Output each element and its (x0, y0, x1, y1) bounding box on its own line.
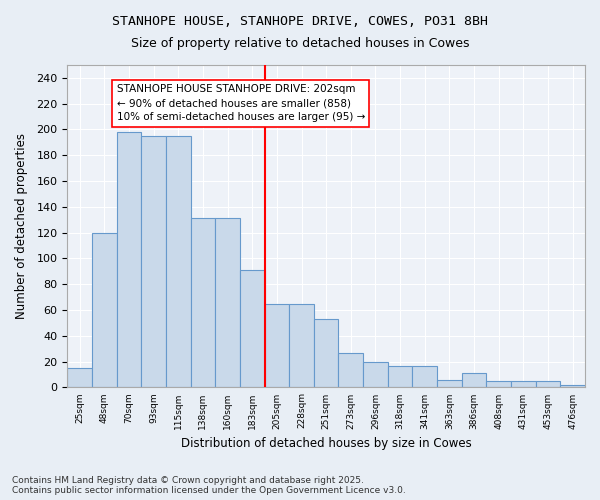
Bar (363, 362, 388, 388)
Text: Size of property relative to detached houses in Cowes: Size of property relative to detached ho… (131, 38, 469, 51)
X-axis label: Distribution of detached houses by size in Cowes: Distribution of detached houses by size … (181, 437, 472, 450)
Bar (67, 368, 92, 388)
Bar (437, 380, 462, 388)
Bar (388, 366, 412, 388)
Text: STANHOPE HOUSE STANHOPE DRIVE: 202sqm
← 90% of detached houses are smaller (858): STANHOPE HOUSE STANHOPE DRIVE: 202sqm ← … (116, 84, 365, 122)
Bar (487, 381, 511, 388)
Bar (116, 132, 141, 388)
Text: STANHOPE HOUSE, STANHOPE DRIVE, COWES, PO31 8BH: STANHOPE HOUSE, STANHOPE DRIVE, COWES, P… (112, 15, 488, 28)
Bar (338, 352, 363, 388)
Bar (92, 232, 116, 388)
Bar (412, 366, 437, 388)
Text: Contains HM Land Registry data © Crown copyright and database right 2025.
Contai: Contains HM Land Registry data © Crown c… (12, 476, 406, 495)
Bar (141, 136, 166, 388)
Bar (240, 270, 265, 388)
Y-axis label: Number of detached properties: Number of detached properties (15, 133, 28, 319)
Bar (215, 218, 240, 388)
Bar (191, 218, 215, 388)
Bar (511, 381, 536, 388)
Bar (462, 373, 487, 388)
Bar (166, 136, 191, 388)
Bar (560, 385, 585, 388)
Bar (314, 319, 338, 388)
Bar (536, 381, 560, 388)
Bar (265, 304, 289, 388)
Bar (289, 304, 314, 388)
